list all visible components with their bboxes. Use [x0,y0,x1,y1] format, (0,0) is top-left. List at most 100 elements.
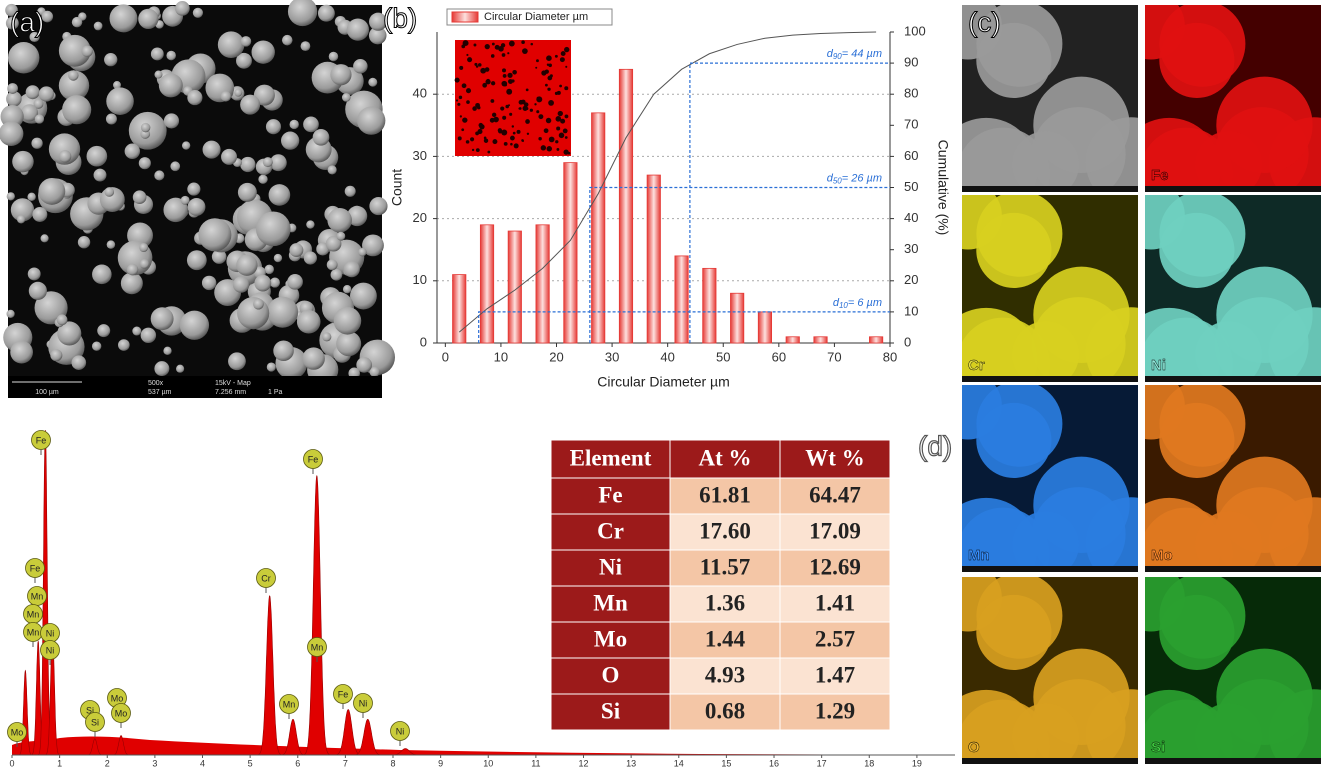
inset-gap [540,145,547,151]
particle [265,119,282,135]
map-particle [1012,511,1079,572]
map-label: Cr [968,357,985,374]
particle [27,267,41,281]
y2-tick-label: 40 [904,210,918,225]
table-cell-text: Mn [593,590,628,615]
particle [27,192,36,202]
table-cell-text: Si [601,698,621,723]
particle [6,309,15,319]
annotation: d10= 6 µm [833,297,882,310]
legend-swatch [451,11,479,23]
inset-gap [500,43,506,48]
map-scale-strip [962,758,1138,764]
particle [97,324,111,338]
particle [328,51,339,62]
peak-label: Fe [308,454,319,464]
particle [12,150,34,173]
inset-gap [523,102,529,107]
sem-meta: 15kV - Map [215,380,251,387]
peak-label-circle [85,712,105,732]
particle [33,98,44,109]
inset-gap [518,99,524,105]
y-tick-label: 30 [413,148,427,163]
x-tick-label: 30 [605,349,619,364]
inset-gap [536,96,539,99]
peak-label-circle [353,693,373,713]
particle [289,119,299,130]
x-tick-label: 2 [105,758,110,768]
table-cell [669,657,781,695]
particle [325,235,342,252]
particle [118,339,130,351]
inset-gap [483,136,487,140]
particle [273,253,283,263]
particle [341,93,351,102]
particle [138,157,151,170]
inset-gap [466,100,470,104]
peak-label: Mn [311,642,324,652]
inset-gap [564,86,569,91]
table-cell-text: 17.60 [699,518,751,543]
particle [269,154,287,172]
spectrum-peak [302,475,331,756]
inset-gap [461,128,465,132]
y2-axis-label: Cumulative (%) [935,140,951,236]
inset-gap [554,54,558,58]
x-tick-label: 20 [549,349,563,364]
inset-gap [482,82,488,88]
map-label: O [968,739,980,756]
particle [234,88,243,97]
particle [170,161,181,172]
y2-tick-label: 0 [904,334,911,349]
inset-gap [538,137,542,141]
particle [201,275,217,291]
particle [68,70,79,81]
table-cell-text: 11.57 [700,554,750,579]
x-tick-label: 4 [200,758,205,768]
panel-label: (c) [968,6,1001,37]
annotation-part: = 6 µm [848,297,882,309]
map-scale-strip [962,566,1138,572]
particle [186,250,207,271]
particle [326,259,338,271]
table-cell [669,549,781,587]
inset-gap [486,78,490,83]
table-cell [550,621,671,659]
particle [181,141,191,150]
particle [38,178,66,205]
particle [236,52,252,69]
map-particle [1195,131,1262,192]
inset-gap [521,139,525,142]
particle [330,268,343,281]
inset-gap [508,40,515,47]
table-cell [550,513,671,551]
bar [618,68,634,344]
particle [175,1,190,16]
table-cell-text: 1.29 [815,698,855,723]
particle [300,41,311,51]
particle [20,104,39,122]
table-cell-text: 2.57 [815,626,855,651]
table-cell-text: 1.41 [815,590,855,615]
inset-gap [475,131,479,136]
sem-meta: 537 µm [148,389,172,396]
table-cell-text: Mo [594,626,627,651]
x-tick-label: 6 [295,758,300,768]
sem-meta: 1 Pa [268,389,283,396]
peak-label-circle [279,694,299,714]
peak-label: Fe [36,435,47,445]
particle [350,282,377,310]
particle [31,137,43,149]
table-cell [779,657,891,695]
inset-gap [489,117,495,123]
inset-gap [559,84,563,88]
bar [702,267,717,344]
table-cell-text: 64.47 [809,482,861,507]
inset-gap [534,103,537,106]
peak-label-circle [256,568,276,588]
inset-gap [511,125,515,128]
inset-gap [548,63,552,68]
table-cell-text: 1.44 [705,626,746,651]
inset-gap [458,95,463,100]
particle [281,131,300,150]
